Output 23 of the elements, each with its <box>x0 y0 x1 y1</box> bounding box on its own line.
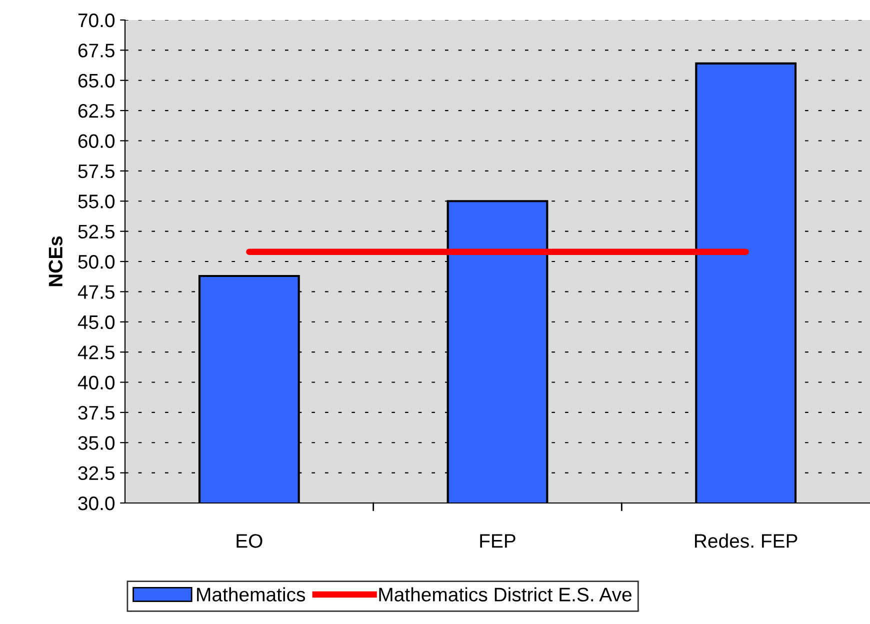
y-tick-label: 50.0 <box>78 254 115 269</box>
legend-label: Mathematics District E.S. Ave <box>379 587 632 602</box>
y-tick-label: 30.0 <box>78 496 115 510</box>
y-tick-label: 45.0 <box>78 315 115 330</box>
y-tick-label: 40.0 <box>78 376 115 390</box>
y-tick-label: 55.0 <box>78 194 115 208</box>
y-tick-label: 67.5 <box>78 44 114 58</box>
y-tick-label: 32.5 <box>78 466 114 480</box>
x-tick-label: Redes. FEP <box>695 534 798 548</box>
y-tick-label: 47.5 <box>78 285 114 299</box>
y-tick-label: 35.0 <box>78 436 115 450</box>
legend-label: Mathematics <box>197 587 306 602</box>
y-tick-label: 57.5 <box>78 164 114 178</box>
x-tick-label: EO <box>236 534 262 548</box>
y-tick-label: 65.0 <box>78 74 115 88</box>
y-tick-label: 52.5 <box>78 224 114 239</box>
y-tick-label: 42.5 <box>78 346 114 360</box>
y-axis-title: NCEs <box>48 236 62 286</box>
y-tick-label: 37.5 <box>78 406 114 420</box>
x-tick-label: FEP <box>480 534 516 548</box>
y-tick-label: 60.0 <box>78 134 115 148</box>
y-tick-label: 70.0 <box>78 13 115 28</box>
y-tick-label: 62.5 <box>78 104 114 118</box>
